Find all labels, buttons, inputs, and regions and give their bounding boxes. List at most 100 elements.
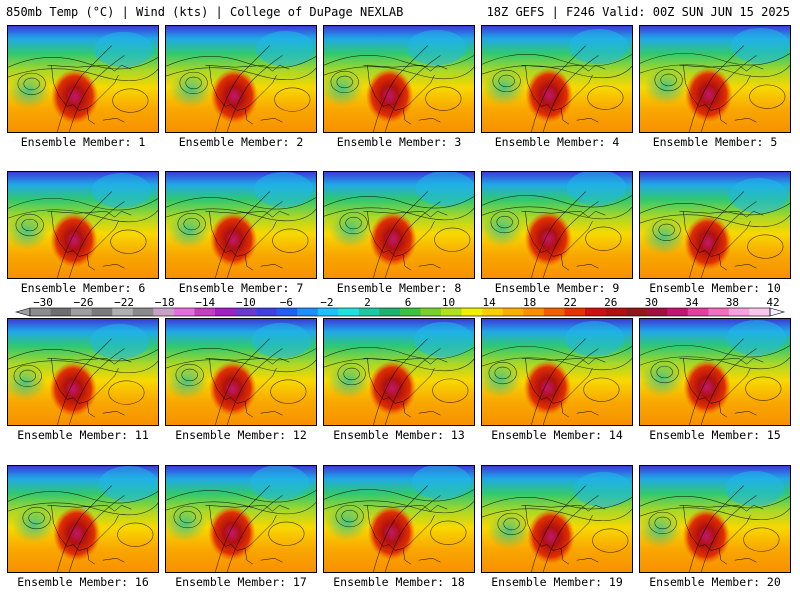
ensemble-map-panel <box>323 318 475 426</box>
colorbar-swatch <box>461 308 483 316</box>
temperature-map <box>640 319 790 425</box>
colorbar-tick-label: 26 <box>604 296 617 309</box>
ensemble-map-panel <box>481 171 633 279</box>
ensemble-member-label: Ensemble Member: 6 <box>20 281 146 295</box>
colorbar-swatch <box>30 308 51 316</box>
ensemble-map-panel <box>323 25 475 133</box>
ensemble-map-panel <box>481 318 633 426</box>
ensemble-member-label: Ensemble Member: 11 <box>17 428 149 442</box>
colorbar-tick-label: −6 <box>280 296 293 309</box>
colorbar-swatch <box>132 308 154 316</box>
colorbar-swatch <box>256 308 277 316</box>
colorbar-tick-label: 42 <box>766 296 779 309</box>
colorbar-tick-label: 30 <box>645 296 658 309</box>
ensemble-member-label: Ensemble Member: 14 <box>491 428 623 442</box>
temperature-map <box>8 319 158 425</box>
ensemble-map-panel <box>323 465 475 573</box>
colorbar-tick-label: −18 <box>155 296 175 309</box>
ensemble-map-panel <box>7 318 159 426</box>
temperature-map <box>324 26 474 132</box>
ensemble-member-label: Ensemble Member: 5 <box>652 135 778 149</box>
colorbar-swatch <box>626 308 647 316</box>
ensemble-member-label: Ensemble Member: 17 <box>175 575 307 589</box>
header-title: 850mb Temp (°C) | Wind (kts) | College o… <box>6 5 404 19</box>
ensemble-map-panel <box>165 318 317 426</box>
colorbar-swatch <box>687 308 709 316</box>
ensemble-member-label: Ensemble Member: 8 <box>336 281 462 295</box>
colorbar-swatch <box>173 308 195 316</box>
colorbar-tick-label: 18 <box>523 296 536 309</box>
colorbar-swatch <box>215 308 236 316</box>
colorbar-tick-label: 10 <box>442 296 455 309</box>
colorbar-swatch <box>708 308 730 316</box>
ensemble-map-panel <box>639 318 791 426</box>
colorbar-swatch <box>379 308 401 316</box>
colorbar-tick-label: 2 <box>364 296 371 309</box>
colorbar-swatch <box>749 308 771 316</box>
ensemble-map-panel <box>7 25 159 133</box>
temperature-map <box>482 466 632 572</box>
ensemble-member-label: Ensemble Member: 13 <box>333 428 465 442</box>
temperature-map <box>8 26 158 132</box>
colorbar-tick-label: 22 <box>564 296 577 309</box>
ensemble-map-panel <box>481 465 633 573</box>
colorbar-tick-label: −10 <box>236 296 256 309</box>
colorbar-swatch <box>564 308 586 316</box>
colorbar-swatch <box>338 308 360 316</box>
temperature-map <box>640 26 790 132</box>
colorbar-tick-label: −30 <box>33 296 53 309</box>
ensemble-map-panel <box>323 171 475 279</box>
colorbar-tick-label: 6 <box>405 296 412 309</box>
colorbar-swatch <box>667 308 689 316</box>
ensemble-map-panel <box>7 171 159 279</box>
colorbar-tick-label: 14 <box>482 296 496 309</box>
colorbar-tick-label: −14 <box>195 296 215 309</box>
ensemble-member-label: Ensemble Member: 12 <box>175 428 307 442</box>
temperature-map <box>166 172 316 278</box>
ensemble-member-label: Ensemble Member: 9 <box>494 281 620 295</box>
ensemble-member-label: Ensemble Member: 20 <box>649 575 781 589</box>
temperature-map <box>8 466 158 572</box>
temperature-map <box>640 466 790 572</box>
ensemble-map-panel <box>481 25 633 133</box>
colorbar-swatch <box>91 308 113 316</box>
ensemble-member-label: Ensemble Member: 10 <box>649 281 781 295</box>
colorbar-swatch <box>235 308 257 316</box>
colorbar-tick-label: −22 <box>114 296 134 309</box>
colorbar-tick-label: −26 <box>74 296 94 309</box>
colorbar-swatch <box>585 308 606 316</box>
colorbar-swatch <box>543 308 565 316</box>
colorbar-tick-label: 38 <box>726 296 739 309</box>
temperature-map <box>640 172 790 278</box>
colorbar-swatch <box>523 308 545 316</box>
ensemble-member-label: Ensemble Member: 4 <box>494 135 620 149</box>
colorbar-swatch <box>153 308 175 316</box>
temperature-map <box>324 172 474 278</box>
header-run-info: 18Z GEFS | F246 Valid: 00Z SUN JUN 15 20… <box>486 5 790 19</box>
ensemble-member-label: Ensemble Member: 1 <box>20 135 146 149</box>
temperature-map <box>166 26 316 132</box>
temperature-map <box>8 172 158 278</box>
temperature-map <box>482 319 632 425</box>
ensemble-member-label: Ensemble Member: 7 <box>178 281 304 295</box>
colorbar-swatch <box>400 308 421 316</box>
temperature-map <box>324 466 474 572</box>
colorbar-arrow-high <box>769 307 786 317</box>
temperature-map <box>166 466 316 572</box>
ensemble-map-panel <box>639 25 791 133</box>
ensemble-member-label: Ensemble Member: 2 <box>178 135 304 149</box>
colorbar-swatch <box>71 308 92 316</box>
temperature-map <box>482 26 632 132</box>
colorbar-swatch <box>728 308 750 316</box>
colorbar-swatch <box>297 308 319 316</box>
colorbar-frame <box>29 307 771 317</box>
ensemble-member-label: Ensemble Member: 16 <box>17 575 149 589</box>
colorbar-swatch <box>482 308 504 316</box>
colorbar-tick-label: −2 <box>320 296 333 309</box>
colorbar-swatch <box>358 308 380 316</box>
colorbar-arrow-low <box>14 307 31 317</box>
ensemble-member-label: Ensemble Member: 19 <box>491 575 623 589</box>
ensemble-map-panel <box>639 171 791 279</box>
temperature-map <box>166 319 316 425</box>
ensemble-map-panel <box>165 25 317 133</box>
